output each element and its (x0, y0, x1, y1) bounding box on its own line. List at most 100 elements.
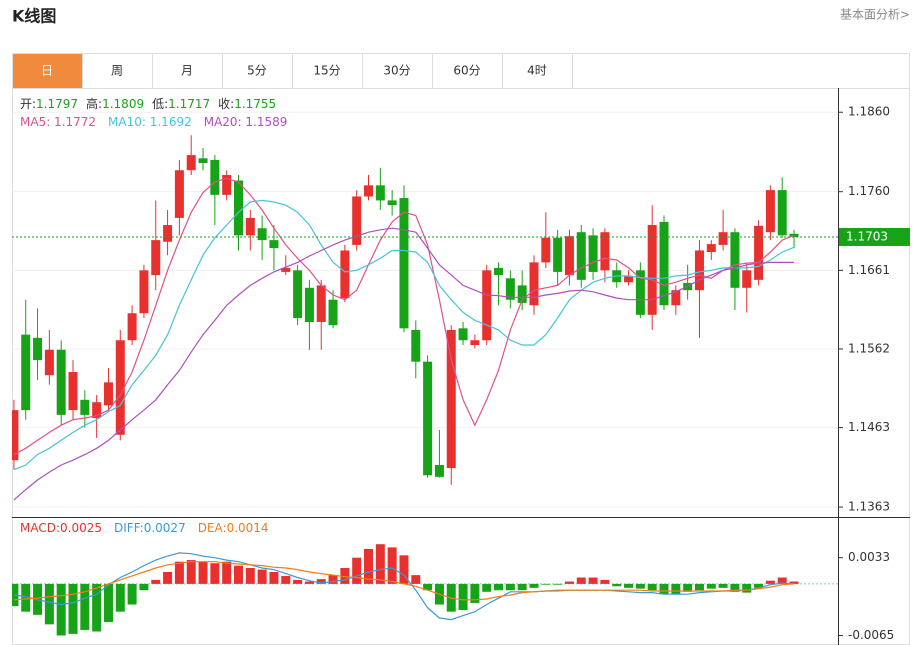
y-tick-label: 1.1463 (848, 420, 890, 434)
candle-body (754, 225, 764, 280)
tab[interactable] (12, 53, 83, 89)
indicator-line (13, 552, 795, 621)
axes: 1.1860 1.1760 1.1661 1.1562 1.1463 1.1363 1.17… (838, 105, 910, 642)
candle-body (789, 233, 799, 237)
macd-bar (68, 583, 78, 634)
candle-body (387, 200, 397, 206)
tab[interactable] (432, 53, 503, 89)
macd-bar (103, 583, 113, 622)
info-value: 1.1809 (102, 97, 144, 111)
macd-bar (754, 583, 764, 588)
candle-body (92, 402, 102, 419)
macd-bar (92, 583, 102, 632)
tab[interactable] (502, 53, 573, 89)
macd-bar (564, 581, 574, 584)
candle-body (127, 313, 137, 341)
macd-bar (21, 583, 31, 612)
candle-body (340, 250, 350, 299)
tab-label[interactable]: 月 (181, 64, 193, 78)
tab[interactable] (82, 53, 153, 89)
info-label: 高: (86, 96, 102, 111)
candle-body (269, 240, 279, 249)
candle-body (103, 382, 113, 406)
info-label: 开: (20, 97, 36, 111)
tab-label[interactable]: 60分 (453, 64, 480, 78)
info-label: 收: (218, 97, 234, 111)
macd-bar (706, 583, 716, 589)
macd-bar (777, 577, 787, 584)
macd-bar (115, 583, 125, 612)
macd-bar (635, 583, 645, 589)
candle-body (210, 159, 220, 195)
candle-body (742, 270, 752, 288)
candle-body (21, 334, 31, 411)
macd-bar (222, 561, 232, 584)
last-price-box (839, 227, 910, 246)
tab-label[interactable]: 周 (111, 64, 123, 78)
candle-body (186, 155, 196, 171)
info-value: 1.1797 (36, 97, 78, 111)
y-tick-label: 1.1562 (848, 341, 890, 355)
macd-bar (470, 583, 480, 603)
candle-body (494, 267, 504, 276)
macd-bar (257, 569, 267, 584)
macd-bar (399, 555, 409, 584)
candle-body (245, 217, 255, 236)
tab-bar: 日 周 月 5分 15分 30分 60分 4时 (12, 53, 573, 89)
tab[interactable] (362, 53, 433, 89)
macd-bar (163, 571, 173, 584)
candle-body (304, 287, 314, 322)
macd-bar (482, 583, 492, 592)
legend-entry: DIFF:0.0027 (114, 521, 186, 535)
candle-body (233, 180, 243, 236)
macd-bar (139, 583, 149, 591)
macd-bar (423, 583, 433, 591)
y-tick-label: -0.0065 (848, 628, 894, 642)
analysis-link[interactable]: 基本面分析> (840, 8, 910, 22)
candle-body (12, 410, 19, 461)
macd-bar (553, 583, 563, 585)
macd-bar (529, 583, 539, 588)
macd-bar (233, 565, 243, 584)
candle-body (33, 337, 43, 361)
macd-bar (198, 561, 208, 584)
candle-body (765, 190, 775, 233)
candle-body (423, 361, 433, 476)
macd-bar (789, 581, 799, 584)
macd-bar (718, 583, 728, 588)
tab-label[interactable]: 30分 (383, 64, 410, 78)
info-label: 低: (152, 97, 168, 111)
legend-entry: DEA:0.0014 (198, 521, 269, 535)
macd-bar (411, 575, 421, 584)
macd-bar (765, 580, 775, 584)
candle-body (198, 158, 208, 164)
candle-body (316, 285, 326, 322)
tab-label[interactable]: 日 (41, 64, 53, 78)
candle-body (446, 329, 456, 469)
candle-body (44, 349, 54, 376)
macd-bar (494, 583, 504, 591)
tab-label[interactable]: 4时 (527, 64, 547, 78)
macd-bar (151, 579, 161, 584)
tab[interactable] (222, 53, 293, 89)
candle-body (505, 278, 515, 300)
macd-bar (505, 583, 515, 591)
macd-bar (352, 557, 362, 584)
candle-body (529, 262, 539, 306)
tab[interactable] (292, 53, 363, 89)
tab-label[interactable]: 15分 (313, 64, 340, 78)
y-tick-label: 1.1363 (848, 500, 890, 514)
macd-bar (517, 583, 527, 591)
candle-body (174, 170, 184, 218)
candle-body (151, 240, 161, 276)
candle-body (576, 232, 586, 280)
macd-bar (458, 583, 468, 611)
macd-bar (612, 583, 622, 587)
candle-body (281, 267, 291, 272)
macd-bar (600, 579, 610, 584)
candle-body (564, 236, 574, 276)
candle-body (588, 235, 598, 272)
tab-label[interactable]: 5分 (247, 64, 267, 78)
macd-bar (245, 568, 255, 584)
macd-bar (742, 583, 752, 593)
